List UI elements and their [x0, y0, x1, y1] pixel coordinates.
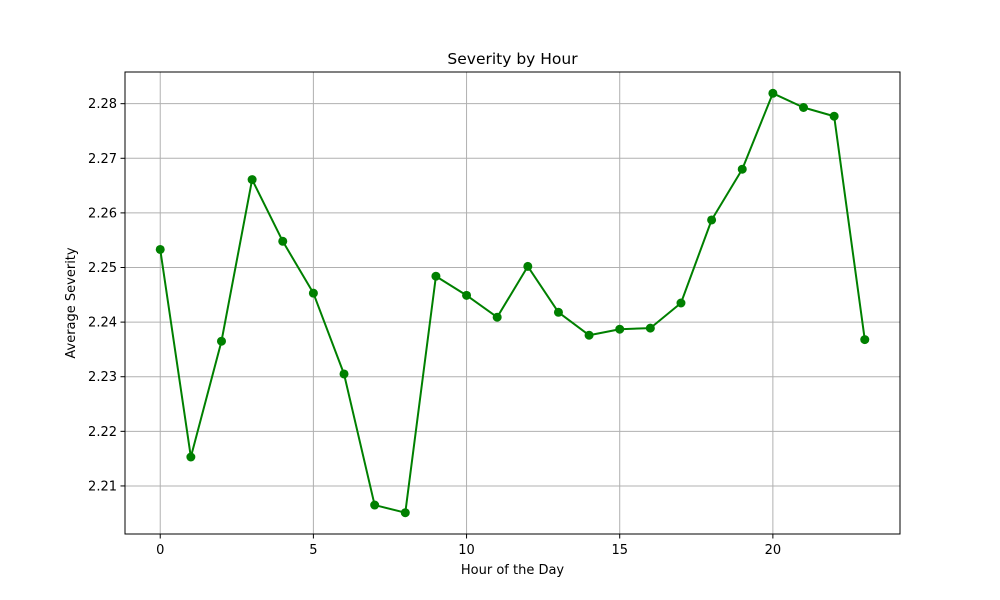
data-point [247, 175, 257, 185]
data-point [462, 290, 472, 300]
y-tick-label: 2.21 [88, 479, 117, 494]
data-point [431, 271, 441, 281]
plot-frame [124, 71, 901, 535]
grid-lines [125, 72, 900, 534]
y-tick-label: 2.25 [88, 261, 117, 276]
data-point [645, 323, 655, 333]
data-point [155, 244, 165, 254]
data-point [339, 369, 349, 379]
y-tick-label: 2.28 [88, 97, 117, 112]
data-point [370, 500, 380, 510]
y-tick-label: 2.27 [88, 152, 117, 167]
data-point [829, 111, 839, 121]
y-tick-label: 2.26 [88, 206, 117, 221]
data-point [216, 336, 226, 346]
axis-ticks: 0 5 10 15 20 2.21 2.22 2.23 2.24 2.25 2.26 2.27 2.28 [88, 97, 781, 558]
x-tick-label: 20 [765, 543, 782, 558]
data-point [492, 312, 502, 322]
data-point [584, 330, 594, 340]
x-tick-label: 5 [309, 543, 317, 558]
data-point [308, 288, 318, 298]
y-axis-label: Average Severity [64, 247, 79, 359]
series-line [159, 92, 866, 514]
chart-title: Severity by Hour [447, 50, 578, 68]
data-point [400, 508, 410, 518]
data-point [860, 335, 870, 345]
y-tick-label: 2.24 [88, 316, 117, 331]
data-point [707, 215, 717, 225]
series-layer [155, 88, 870, 518]
x-tick-label: 0 [156, 543, 164, 558]
data-point [737, 164, 747, 174]
y-tick-label: 2.22 [88, 425, 117, 440]
data-point [186, 452, 196, 462]
data-point [523, 261, 533, 271]
data-point [615, 324, 625, 334]
x-tick-label: 15 [611, 543, 628, 558]
y-tick-label: 2.23 [88, 370, 117, 385]
data-point [278, 236, 288, 246]
data-point [768, 88, 778, 98]
data-point [553, 307, 563, 317]
x-tick-label: 10 [458, 543, 475, 558]
x-axis-label: Hour of the Day [461, 563, 565, 578]
data-point [676, 298, 686, 308]
data-point [799, 102, 809, 112]
